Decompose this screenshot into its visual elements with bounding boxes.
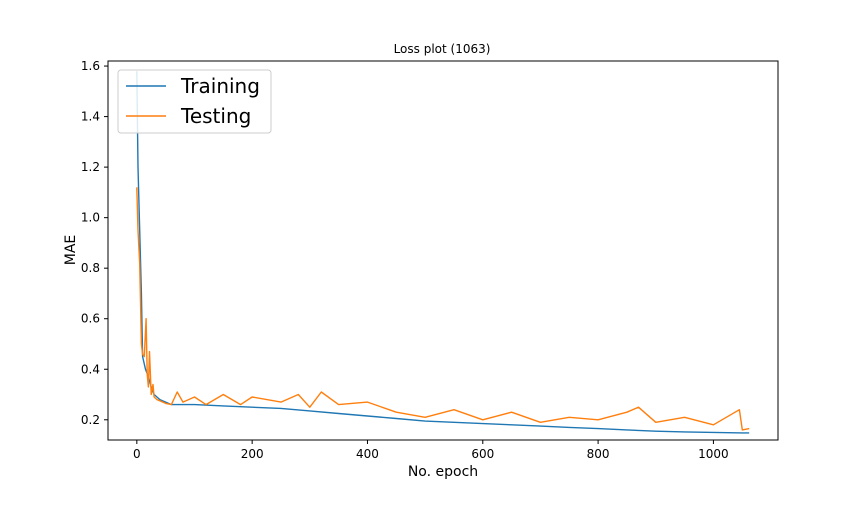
series-layer: [136, 71, 750, 434]
plot-area-frame: [107, 60, 779, 441]
x-tick-label: 400: [356, 447, 379, 461]
x-tick-label: 200: [241, 447, 264, 461]
legend-label-testing: Testing: [180, 104, 251, 128]
y-axis-ticks: 0.2 0.4 0.6 0.8 1.0 1.2 1.4 1.6: [81, 59, 108, 427]
chart-title: Loss plot (1063): [394, 42, 491, 56]
legend: Training Testing: [117, 69, 272, 134]
x-axis-ticks: 0 200 400 600 800 1000: [133, 440, 729, 461]
y-tick-label: 0.2: [81, 413, 100, 427]
x-tick-label: 1000: [698, 447, 729, 461]
y-tick-label: 0.6: [81, 312, 100, 326]
y-axis-label: MAE: [63, 235, 79, 266]
legend-label-training: Training: [180, 74, 260, 98]
y-tick-label: 1.0: [81, 211, 100, 225]
y-tick-label: 0.4: [81, 362, 100, 376]
series-line-testing: [136, 187, 750, 431]
x-tick-label: 600: [471, 447, 494, 461]
x-tick-label: 0: [133, 447, 141, 461]
y-tick-label: 1.2: [81, 160, 100, 174]
y-tick-label: 0.8: [81, 261, 100, 275]
y-tick-label: 1.4: [81, 110, 100, 124]
y-tick-label: 1.6: [81, 59, 100, 73]
x-tick-label: 800: [587, 447, 610, 461]
x-axis-label: No. epoch: [408, 464, 478, 480]
